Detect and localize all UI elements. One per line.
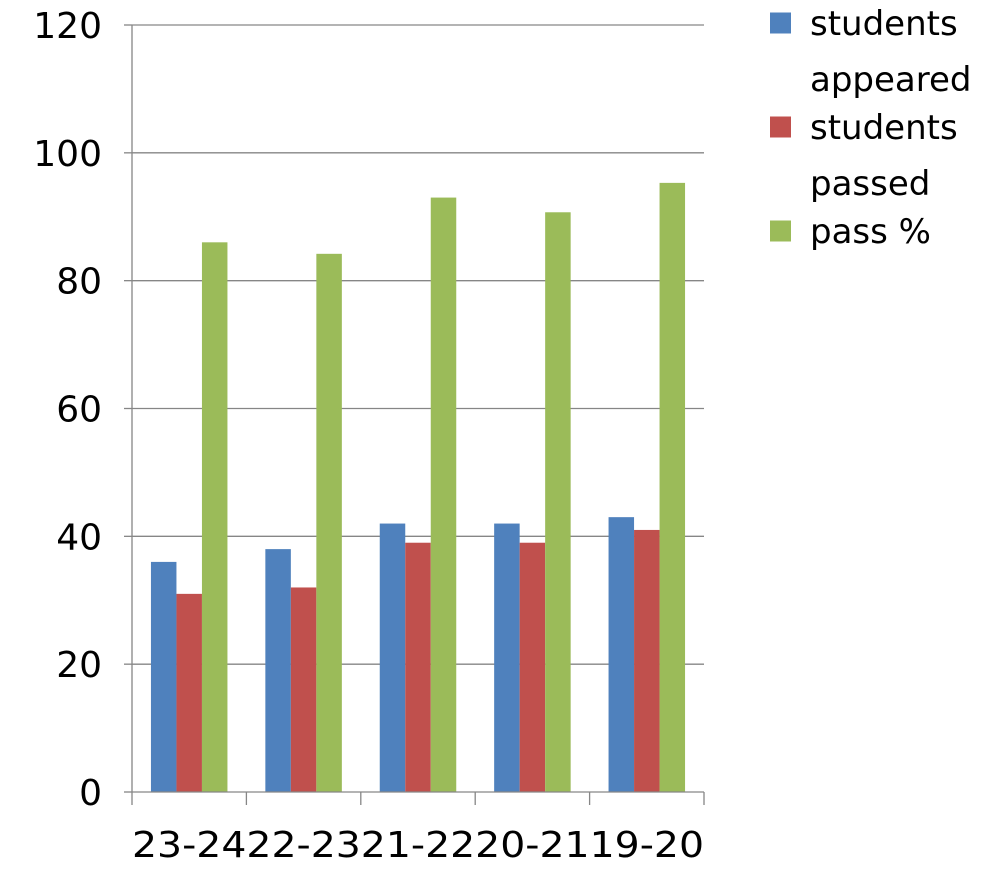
legend-swatch (770, 12, 791, 34)
legend-swatch (770, 220, 791, 242)
bar-pass-21-22 (430, 197, 457, 792)
y-tick-label: 60 (56, 390, 102, 431)
legend-label-line: passed (810, 164, 930, 204)
bar-pass-20-21 (545, 212, 571, 793)
x-tick-label: 22-23 (246, 825, 360, 866)
legend-label-line: students (810, 108, 958, 148)
bar-students-passed-22-23 (290, 587, 317, 792)
x-tick-label: 23-24 (132, 825, 246, 866)
x-axis-ticks: 23-24 22-23 21-22 20-21 19-20 (131, 792, 705, 866)
bar-students-passed-19-20 (634, 529, 660, 792)
y-axis-ticks: 0 20 40 60 80 100 120 (33, 6, 132, 814)
x-tick-label: 20-21 (475, 825, 589, 866)
bar-pass-19-20 (659, 182, 686, 793)
legend: students appeared students passed pass % (770, 4, 971, 252)
y-tick-label: 80 (56, 262, 102, 303)
bar-students-passed-20-21 (519, 542, 546, 792)
bar-pass-23-24 (201, 242, 228, 793)
bar-students-appeared-22-23 (265, 549, 291, 792)
x-tick-label: 19-20 (590, 825, 704, 866)
x-tick-label: 21-22 (361, 825, 475, 866)
bar-pass-22-23 (316, 253, 342, 793)
bar-students-appeared-20-21 (494, 523, 520, 792)
legend-label: pass % (810, 212, 931, 252)
legend-label: students passed (810, 108, 958, 204)
y-tick-label: 40 (56, 517, 102, 558)
bar-students-passed-23-24 (176, 593, 202, 792)
bar-students-passed-21-22 (405, 542, 431, 792)
legend-swatch (770, 116, 791, 138)
legend-label-line: students (810, 4, 958, 44)
y-tick-label: 0 (79, 773, 102, 814)
bar-students-appeared-21-22 (379, 523, 406, 792)
bar-students-appeared-19-20 (608, 517, 635, 792)
y-tick-label: 20 (56, 645, 102, 686)
bar-students-appeared-23-24 (150, 561, 177, 792)
legend-label-line: appeared (810, 60, 971, 100)
legend-label-line: pass % (810, 212, 931, 252)
legend-label: students appeared (810, 4, 971, 100)
y-tick-label: 100 (33, 134, 102, 175)
y-tick-label: 120 (33, 6, 102, 47)
bars (150, 182, 686, 793)
